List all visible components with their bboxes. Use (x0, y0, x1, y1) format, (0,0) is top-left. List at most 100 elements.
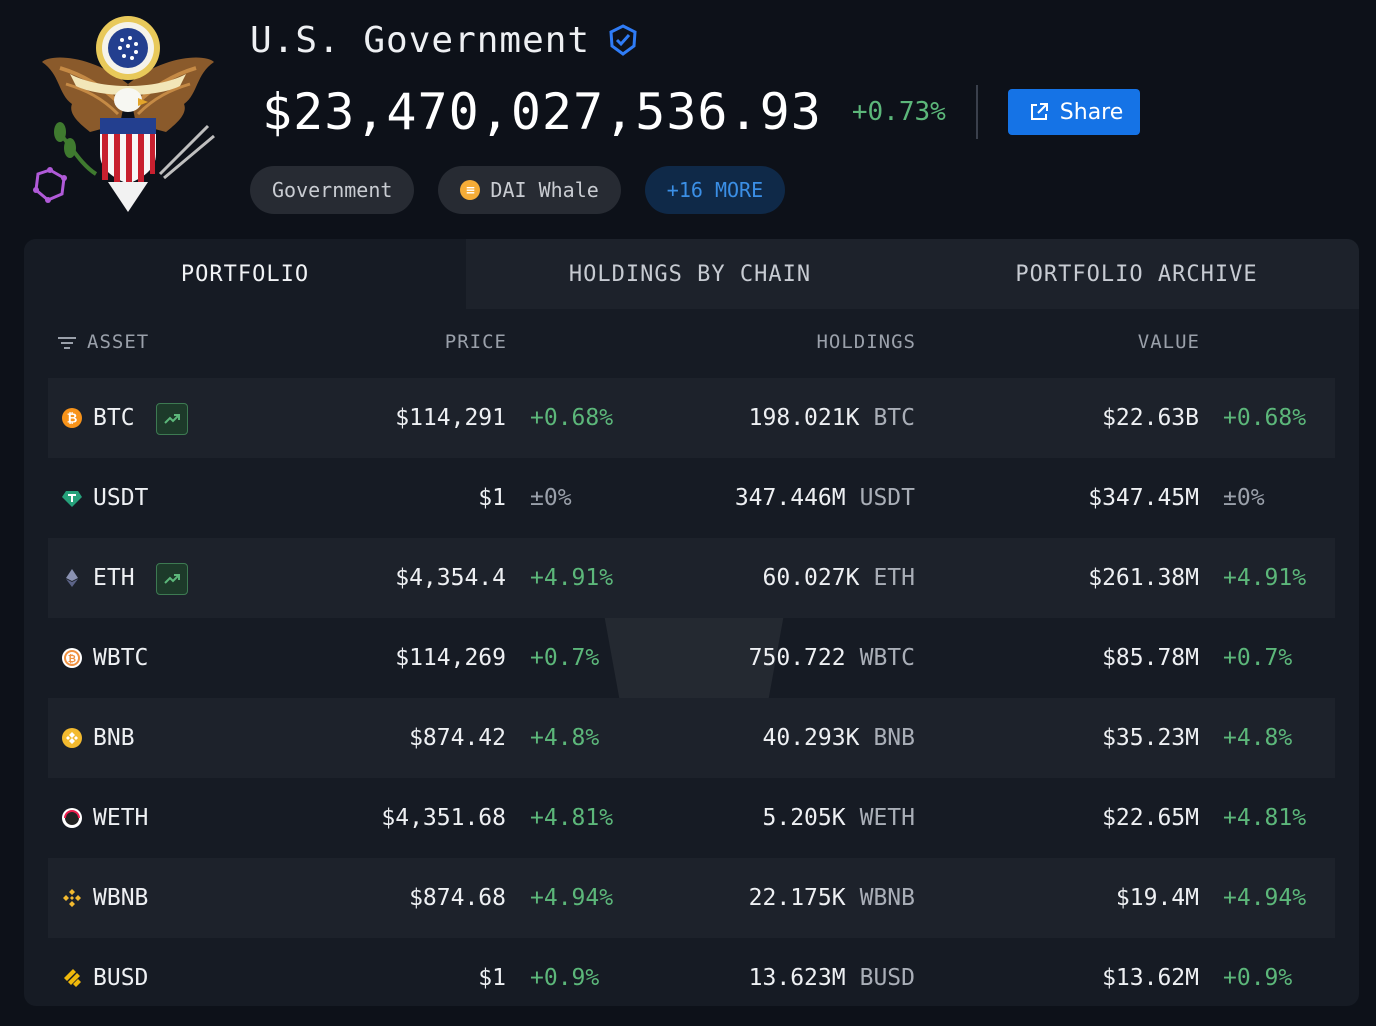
trending-icon[interactable] (156, 403, 188, 435)
asset-symbol[interactable]: WETH (93, 805, 149, 831)
asset-value: $347.45M (1088, 485, 1199, 511)
asset-price: $114,291 (395, 405, 506, 431)
tag-dai-whale[interactable]: ≡ DAI Whale (438, 166, 621, 214)
asset-row-wbnb[interactable]: WBNB $874.68 +4.94% 22.175K WBNB $19.4M … (48, 858, 1335, 938)
column-asset[interactable]: ASSET (87, 331, 150, 353)
tag-label: DAI Whale (490, 178, 599, 202)
asset-price-change: +4.91% (530, 565, 614, 591)
asset-holdings: 40.293K BNB (763, 698, 915, 778)
column-value[interactable]: VALUE (1137, 331, 1200, 353)
asset-value-change: +4.81% (1223, 805, 1307, 831)
tag-label: Government (272, 178, 393, 202)
asset-value: $261.38M (1088, 565, 1199, 591)
asset-row-eth[interactable]: ETH $4,354.4 +4.91% 60.027K ETH $261.38M… (48, 538, 1335, 618)
asset-value: $13.62M (1102, 965, 1199, 991)
share-label: Share (1059, 99, 1124, 125)
panel-tabs: PORTFOLIO HOLDINGS BY CHAIN PORTFOLIO AR… (24, 239, 1359, 309)
tag-government[interactable]: Government (250, 166, 415, 214)
entity-tags: Government ≡ DAI Whale +16 MORE (250, 166, 786, 214)
holdings-amount: 5.205K (762, 805, 846, 831)
total-change: +0.73% (851, 97, 946, 127)
tab-portfolio-archive[interactable]: PORTFOLIO ARCHIVE (914, 239, 1359, 309)
asset-price: $1 (478, 485, 506, 511)
asset-value-change: +0.68% (1223, 405, 1307, 431)
asset-value-change: +4.91% (1223, 565, 1307, 591)
holdings-amount: 60.027K (762, 565, 860, 591)
holdings-amount: 347.446M (734, 485, 846, 511)
filter-icon[interactable] (58, 336, 76, 350)
asset-price: $1 (478, 965, 506, 991)
asset-price-change: ±0% (530, 485, 572, 511)
bnb-icon (61, 698, 83, 778)
holdings-unit: BNB (873, 725, 915, 751)
holdings-amount: 13.623M (748, 965, 846, 991)
asset-row-bnb[interactable]: BNB $874.42 +4.8% 40.293K BNB $35.23M +4… (48, 698, 1335, 778)
column-price[interactable]: PRICE (444, 331, 507, 353)
asset-value: $22.63B (1102, 405, 1199, 431)
external-link-icon (1030, 103, 1048, 120)
asset-price: $114,269 (395, 645, 506, 671)
entity-value-row: $23,470,027,536.93 +0.73% Share (262, 80, 1141, 144)
asset-value-change: +4.94% (1223, 885, 1307, 911)
asset-price-change: +0.7% (530, 645, 600, 671)
divider (975, 85, 978, 139)
total-value: $23,470,027,536.93 (262, 83, 822, 141)
asset-row-usdt[interactable]: USDT $1 ±0% 347.446M USDT $347.45M ±0% (48, 458, 1335, 538)
asset-holdings: 13.623M BUSD (749, 938, 915, 1006)
asset-price-change: +0.68% (530, 405, 614, 431)
asset-value-change: ±0% (1223, 485, 1265, 511)
table-header: ASSET PRICE HOLDINGS VALUE (24, 331, 1359, 357)
weth-icon (61, 778, 83, 858)
share-button[interactable]: Share (1007, 89, 1141, 135)
asset-price: $4,354.4 (395, 565, 506, 591)
asset-table: ₿ BTC $114,291 +0.68% 198.021K BTC $22.6… (48, 378, 1335, 1006)
tab-portfolio[interactable]: PORTFOLIO (24, 239, 466, 309)
asset-symbol[interactable]: USDT (93, 485, 149, 511)
asset-symbol[interactable]: BNB (93, 725, 135, 751)
trending-icon[interactable] (156, 563, 188, 595)
asset-value: $35.23M (1102, 725, 1199, 751)
holdings-unit: WETH (859, 805, 915, 831)
svg-text:₿: ₿ (67, 412, 78, 427)
svg-text:₿: ₿ (68, 653, 76, 665)
asset-row-weth[interactable]: WETH $4,351.68 +4.81% 5.205K WETH $22.65… (48, 778, 1335, 858)
tag-label: +16 MORE (666, 178, 764, 202)
asset-price-change: +4.8% (530, 725, 600, 751)
busd-icon (61, 938, 83, 1006)
asset-price-change: +4.94% (530, 885, 614, 911)
asset-symbol[interactable]: BUSD (93, 965, 149, 991)
holdings-unit: USDT (859, 485, 915, 511)
asset-holdings: 22.175K WBNB (749, 858, 915, 938)
wbtc-icon: ₿ (61, 618, 83, 698)
asset-price-change: +4.81% (530, 805, 614, 831)
wbnb-icon (61, 858, 83, 938)
verified-badge-icon (609, 24, 637, 56)
asset-price: $874.68 (409, 885, 506, 911)
asset-symbol[interactable]: WBTC (93, 645, 149, 671)
column-holdings[interactable]: HOLDINGS (816, 331, 916, 353)
holdings-unit: BTC (873, 405, 915, 431)
asset-row-wbtc[interactable]: ₿ WBTC $114,269 +0.7% 750.722 WBTC $85.7… (48, 618, 1335, 698)
entity-title-row: U.S. Government (250, 18, 640, 62)
more-tags-button[interactable]: +16 MORE (644, 166, 786, 214)
asset-holdings: 750.722 WBTC (749, 618, 915, 698)
asset-value-change: +0.9% (1223, 965, 1293, 991)
asset-price-change: +0.9% (530, 965, 600, 991)
holdings-amount: 40.293K (762, 725, 860, 751)
asset-holdings: 347.446M USDT (735, 458, 915, 538)
asset-row-busd[interactable]: BUSD $1 +0.9% 13.623M BUSD $13.62M +0.9% (48, 938, 1335, 1006)
holdings-unit: WBTC (859, 645, 915, 671)
asset-symbol[interactable]: WBNB (93, 885, 149, 911)
asset-symbol[interactable]: BTC (93, 405, 135, 431)
tether-icon (61, 458, 83, 538)
holdings-amount: 22.175K (748, 885, 846, 911)
tab-holdings-by-chain[interactable]: HOLDINGS BY CHAIN (466, 239, 914, 309)
asset-value: $19.4M (1115, 885, 1199, 911)
asset-symbol[interactable]: ETH (93, 565, 135, 591)
holdings-amount: 198.021K (748, 405, 860, 431)
holdings-unit: WBNB (859, 885, 915, 911)
portfolio-panel: PORTFOLIO HOLDINGS BY CHAIN PORTFOLIO AR… (24, 239, 1359, 1006)
asset-price: $4,351.68 (381, 805, 506, 831)
asset-row-btc[interactable]: ₿ BTC $114,291 +0.68% 198.021K BTC $22.6… (48, 378, 1335, 458)
